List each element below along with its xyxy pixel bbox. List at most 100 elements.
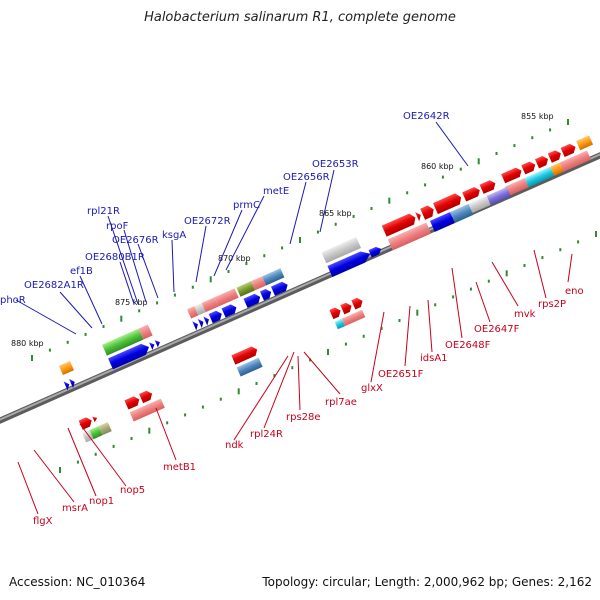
tick-mark <box>245 262 248 266</box>
gene-feature <box>381 213 416 237</box>
gene-feature <box>535 155 549 169</box>
gene-feature <box>69 378 75 389</box>
tick-mark <box>156 301 159 305</box>
gene-label: nop5 <box>120 485 145 496</box>
gene-label: OE2672R <box>184 216 231 227</box>
gene-feature <box>197 318 204 329</box>
tick-mark <box>577 240 580 244</box>
position-tick: 860 kbp <box>421 162 454 171</box>
tick-mark <box>76 460 79 464</box>
gene-feature <box>187 306 199 319</box>
gene-label: OE2642R <box>403 111 450 122</box>
tick-mark <box>406 191 409 195</box>
gene-feature <box>521 161 536 175</box>
tick-row-lower <box>59 231 597 473</box>
gene-feature <box>524 166 555 188</box>
gene-feature <box>92 416 98 423</box>
tick-mark <box>567 119 569 125</box>
tick-mark <box>219 397 222 401</box>
gene-feature <box>82 430 94 443</box>
gene-feature <box>387 222 432 251</box>
gene-feature <box>262 268 285 286</box>
gene-feature <box>340 302 352 315</box>
gene-feature <box>420 205 434 220</box>
gene-feature <box>243 293 261 308</box>
tick-mark <box>469 287 472 291</box>
gene-feature <box>154 340 160 348</box>
gene-feature <box>201 297 219 313</box>
gene-feature <box>415 212 421 222</box>
gene-feature <box>321 236 362 264</box>
gene-label: idsA1 <box>420 353 448 364</box>
tick-mark <box>441 175 444 179</box>
gene-feature <box>329 307 341 320</box>
gene-feature <box>208 310 222 324</box>
gene-label: rpl24R <box>250 429 283 440</box>
tick-mark <box>477 158 480 165</box>
gene-feature <box>139 390 153 404</box>
tick-mark <box>66 340 69 344</box>
position-tick: 880 kbp <box>11 339 44 348</box>
tick-row-upper <box>31 119 569 361</box>
forward-leader-lines <box>17 249 573 515</box>
gene-label: metE <box>263 186 289 197</box>
gene-feature <box>501 167 522 184</box>
tick-mark <box>334 222 337 226</box>
tick-mark <box>459 167 462 171</box>
tick-mark <box>513 144 516 148</box>
genome-summary-text: Topology: circular; Length: 2,000,962 bp… <box>262 575 592 589</box>
tick-mark <box>398 319 401 322</box>
gene-feature <box>63 381 70 391</box>
gene-feature <box>98 421 112 436</box>
gene-feature <box>433 193 462 215</box>
gene-label: OE2680B1R <box>85 252 145 263</box>
tick-mark <box>138 309 141 313</box>
tick-mark <box>531 136 534 140</box>
tick-mark <box>362 334 365 338</box>
gene-feature <box>149 342 155 350</box>
gene-feature <box>78 417 92 430</box>
tick-mark <box>352 214 355 218</box>
gene-feature <box>58 361 74 376</box>
tick-mark <box>559 248 562 252</box>
tick-mark <box>148 427 151 434</box>
gene-label: ef1B <box>70 266 93 277</box>
tick-mark <box>112 444 115 448</box>
gene-feature <box>192 321 198 331</box>
gene-feature <box>560 143 576 158</box>
gene-label: rpl21R <box>87 206 120 217</box>
tick-mark <box>255 382 258 385</box>
tick-mark <box>370 207 373 210</box>
tick-mark <box>59 467 61 473</box>
tick-mark <box>281 246 284 250</box>
gene-feature <box>231 346 258 365</box>
gene-label: OE2651F <box>378 369 424 380</box>
gene-feature <box>124 396 140 410</box>
tick-mark <box>209 276 212 283</box>
tick-mark <box>84 332 87 336</box>
reverse-leader-lines <box>15 121 469 335</box>
gene-feature <box>368 246 382 258</box>
gene-feature <box>89 426 103 440</box>
tick-mark <box>102 325 105 328</box>
tick-mark <box>31 355 33 361</box>
tick-mark <box>495 152 498 155</box>
tick-mark <box>184 413 187 417</box>
gene-feature <box>270 281 288 296</box>
tick-mark <box>120 315 123 322</box>
gene-feature <box>450 203 474 223</box>
gene-feature <box>550 162 564 176</box>
gene-label: ksgA <box>162 230 186 241</box>
gene-feature <box>194 302 206 316</box>
gene-feature <box>236 281 256 297</box>
tick-mark <box>316 230 319 234</box>
gene-feature <box>559 150 591 172</box>
tick-mark <box>166 421 169 425</box>
gene-feature <box>138 324 153 340</box>
gene-label: ndk <box>225 440 244 451</box>
accession-text: Accession: NC_010364 <box>9 575 146 589</box>
gene-label: OE2682A1R <box>24 280 84 291</box>
gene-label: OE2647F <box>474 324 520 335</box>
tick-mark <box>487 279 490 283</box>
